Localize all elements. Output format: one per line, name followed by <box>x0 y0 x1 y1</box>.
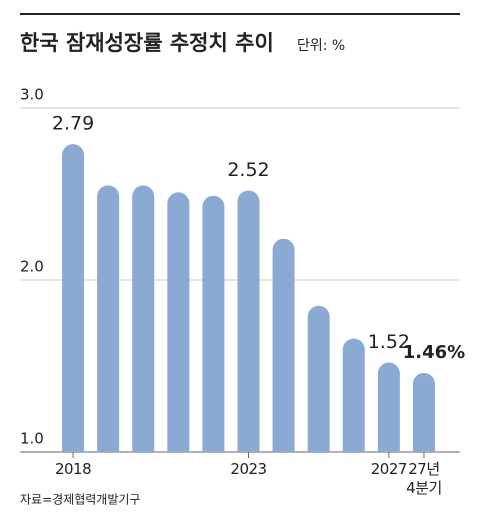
y-tick-label: 1.0 <box>20 430 44 448</box>
bar <box>237 190 260 453</box>
value-label: 2.52 <box>227 159 269 181</box>
bar <box>202 195 225 452</box>
x-tick-label: 2023 <box>230 460 267 478</box>
value-label: 2.79 <box>52 113 94 135</box>
bar <box>307 305 330 452</box>
value-label: 1.46% <box>403 342 465 363</box>
y-tick-label: 2.0 <box>20 258 44 276</box>
y-tick-label: 3.0 <box>20 86 44 104</box>
value-label: 1.52 <box>368 331 410 353</box>
bar <box>167 192 190 452</box>
bar <box>97 185 120 452</box>
x-tick-label: 27년 4분기 <box>406 460 442 497</box>
bar <box>272 238 295 452</box>
source: 자료=경제협력개발기구 <box>20 493 140 507</box>
unit-label: 단위: % <box>297 38 345 54</box>
bar <box>377 362 400 452</box>
bar <box>412 372 435 452</box>
x-tick-label: 2027 <box>370 460 408 478</box>
chart-title: 한국 잠재성장률 추정치 추이 <box>20 31 274 55</box>
bar <box>132 185 155 452</box>
bar <box>342 338 365 452</box>
bar <box>62 144 85 452</box>
x-tick-label: 2018 <box>54 460 92 478</box>
